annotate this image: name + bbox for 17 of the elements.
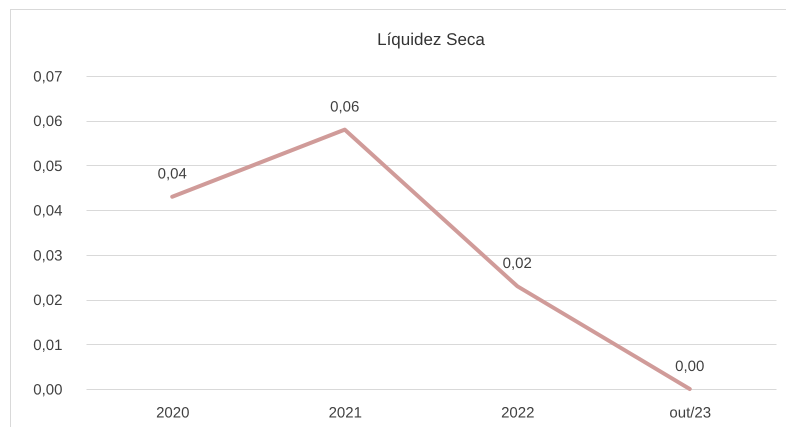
y-tick-label: 0,05 xyxy=(33,158,62,175)
x-tick-label: out/23 xyxy=(669,404,712,422)
y-tick-label: 0,06 xyxy=(33,113,62,130)
y-tick-label: 0,01 xyxy=(33,336,62,354)
x-tick-label: 2021 xyxy=(328,404,362,422)
y-tick-label: 0,03 xyxy=(33,247,62,264)
y-tick-label: 0,02 xyxy=(33,292,62,310)
y-tick-label: 0,00 xyxy=(33,382,62,398)
data-label: 0,02 xyxy=(502,255,532,272)
x-tick-label: 2020 xyxy=(156,404,190,422)
data-label: 0,06 xyxy=(330,98,360,116)
y-tick-label: 0,04 xyxy=(33,202,62,220)
data-label: 0,00 xyxy=(675,358,704,375)
x-tick-label: 2022 xyxy=(501,404,534,422)
chart-title: Líquidez Seca xyxy=(377,30,486,49)
data-label: 0,04 xyxy=(158,166,187,183)
y-tick-label: 0,07 xyxy=(33,68,62,86)
